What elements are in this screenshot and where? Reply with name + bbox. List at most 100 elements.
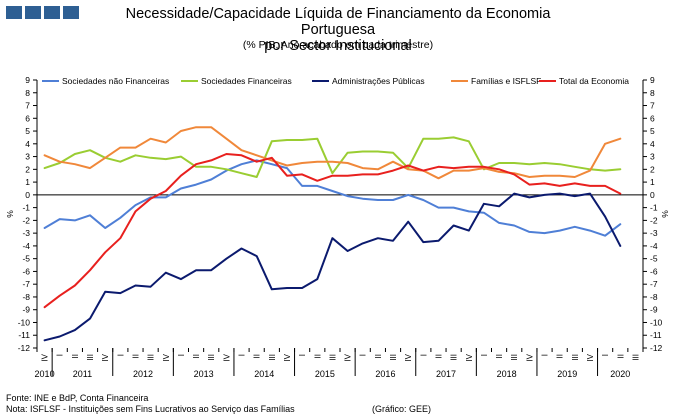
x-quarter-label: III (510, 354, 519, 361)
y-tick-label-right: 4 (650, 139, 655, 149)
footnote: Nota: ISFLSF - Instituições sem Fins Luc… (6, 404, 295, 414)
chart-credit: (Gráfico: GEE) (372, 404, 432, 414)
x-quarter-label: I (116, 354, 125, 356)
x-quarter-label: II (556, 354, 565, 358)
title-line-1: Necessidade/Capacidade Líquida de Financ… (125, 6, 551, 38)
x-year-label: 2010 (35, 369, 55, 379)
y-tick-label-right: 5 (650, 126, 655, 136)
x-quarter-label: II (495, 354, 504, 358)
x-quarter-label: I (56, 354, 65, 356)
y-tick-label-right: -5 (650, 254, 658, 264)
y-tick-label-right: 7 (650, 101, 655, 111)
x-quarter-label: I (238, 354, 247, 356)
y-tick-label-left: -5 (22, 254, 30, 264)
x-quarter-label: IV (586, 353, 595, 361)
x-quarter-label: II (131, 354, 140, 358)
x-year-label: 2020 (610, 369, 630, 379)
x-quarter-label: I (480, 354, 489, 356)
y-axis-title-right: % (660, 210, 670, 218)
x-quarter-label: IV (283, 353, 292, 361)
y-tick-label-left: 4 (25, 139, 30, 149)
y-tick-label-left: 2 (25, 164, 30, 174)
x-year-label: 2012 (133, 369, 153, 379)
x-year-label: 2011 (73, 369, 92, 379)
x-year-label: 2013 (194, 369, 214, 379)
y-tick-label-left: 9 (25, 75, 30, 85)
x-quarter-label: IV (404, 353, 413, 361)
y-tick-label-right: 3 (650, 152, 655, 162)
y-tick-label-left: 5 (25, 126, 30, 136)
x-year-label: 2015 (315, 369, 335, 379)
y-tick-label-left: -8 (22, 292, 30, 302)
x-quarter-label: III (389, 354, 398, 361)
y-tick-label-left: -9 (22, 305, 30, 315)
series-line (43, 136, 622, 178)
y-tick-label-right: -9 (650, 305, 658, 315)
y-tick-label-left: -2 (22, 215, 30, 225)
y-tick-label-right: -12 (650, 343, 663, 353)
x-year-label: 2014 (254, 369, 274, 379)
y-tick-label-right: 8 (650, 88, 655, 98)
x-quarter-label: IV (162, 353, 171, 361)
x-year-label: 2017 (436, 369, 456, 379)
x-quarter-label: II (313, 354, 322, 358)
y-tick-label-left: -7 (22, 279, 30, 289)
x-quarter-label: IV (101, 353, 110, 361)
x-quarter-label: II (71, 354, 80, 358)
y-tick-label-left: -10 (18, 317, 31, 327)
y-tick-label-right: 1 (650, 177, 655, 187)
y-tick-label-right: -7 (650, 279, 658, 289)
x-quarter-label: III (571, 354, 580, 361)
x-quarter-label: I (541, 354, 550, 356)
x-quarter-label: III (450, 354, 459, 361)
y-tick-label-right: -4 (650, 241, 658, 251)
x-quarter-label: I (177, 354, 186, 356)
x-quarter-label: IV (344, 353, 353, 361)
y-tick-label-left: 0 (25, 190, 30, 200)
series-line (43, 159, 622, 237)
y-tick-label-left: 8 (25, 88, 30, 98)
y-tick-label-left: 6 (25, 113, 30, 123)
x-quarter-label: II (374, 354, 383, 358)
x-quarter-label: IV (41, 353, 50, 361)
y-tick-label-left: -11 (18, 330, 30, 340)
y-tick-label-right: -6 (650, 266, 658, 276)
series-line (43, 153, 622, 309)
y-axis-title-left: % (5, 210, 15, 218)
legend-entry: Total da Economia (559, 76, 629, 86)
y-tick-label-right: 9 (650, 75, 655, 85)
x-year-label: 2019 (557, 369, 577, 379)
y-tick-label-left: 3 (25, 152, 30, 162)
x-quarter-label: III (86, 354, 95, 361)
y-tick-label-right: -8 (650, 292, 658, 302)
y-tick-label-right: 2 (650, 164, 655, 174)
x-quarter-label: II (192, 354, 201, 358)
y-tick-label-left: -12 (18, 343, 31, 353)
series-line (43, 126, 622, 180)
y-tick-label-left: -1 (22, 203, 30, 213)
source-note: Fonte: INE e BdP, Conta Financeira (6, 393, 149, 403)
y-tick-label-right: -2 (650, 215, 658, 225)
x-quarter-label: I (298, 354, 307, 356)
y-tick-label-left: -3 (22, 228, 30, 238)
x-quarter-label: II (253, 354, 262, 358)
x-quarter-label: III (328, 354, 337, 361)
title-line-2: por Sector Institucional (264, 38, 412, 54)
x-year-label: 2018 (497, 369, 517, 379)
x-quarter-label: I (601, 354, 610, 356)
y-tick-label-left: -4 (22, 241, 30, 251)
x-year-label: 2016 (375, 369, 395, 379)
y-tick-label-left: 1 (25, 177, 30, 187)
x-quarter-label: IV (525, 353, 534, 361)
x-quarter-label: IV (222, 353, 231, 361)
x-quarter-label: III (207, 354, 216, 361)
series-line (43, 192, 622, 342)
y-tick-label-right: -11 (650, 330, 662, 340)
y-tick-label-right: -1 (650, 203, 658, 213)
legend-entry: Sociedades Financeiras (201, 76, 292, 86)
chart-title: Necessidade/Capacidade Líquida de Financ… (88, 6, 588, 54)
legend-entry: Sociedades não Financeiras (62, 76, 169, 86)
logo (6, 6, 79, 19)
x-quarter-label: II (434, 354, 443, 358)
